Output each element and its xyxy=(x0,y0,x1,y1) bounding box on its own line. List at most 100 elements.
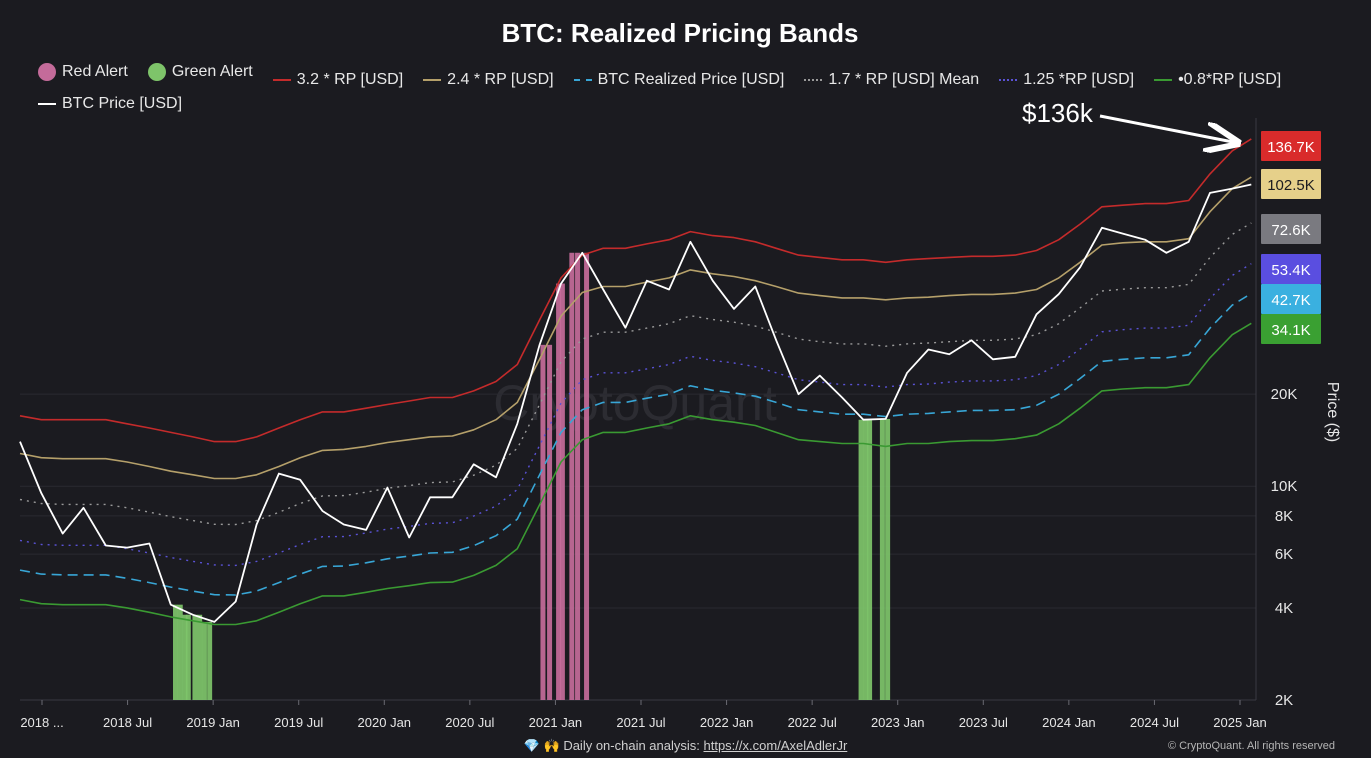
legend-label: 2.4 * RP [USD] xyxy=(447,71,554,88)
red-alert-bar xyxy=(569,252,575,700)
legend-swatch xyxy=(38,63,56,81)
legend-item[interactable]: BTC Realized Price [USD] xyxy=(573,68,785,92)
x-tick-label: 2018 Jul xyxy=(103,715,152,730)
price-badge: 34.1K xyxy=(1261,314,1321,344)
copyright: © CryptoQuant. All rights reserved xyxy=(1167,740,1335,752)
footer: 💎 🙌 Daily on-chain analysis: https://x.c… xyxy=(0,738,1371,754)
legend-swatch xyxy=(804,79,823,81)
legend-swatch xyxy=(573,79,592,81)
legend-swatch xyxy=(999,79,1018,81)
legend-item[interactable]: BTC Price [USD] xyxy=(38,92,182,116)
legend-item[interactable]: 2.4 * RP [USD] xyxy=(423,68,554,92)
x-tick-label: 2025 Jan xyxy=(1213,715,1267,730)
green-alert-bar xyxy=(197,614,203,700)
legend-item[interactable]: 3.2 * RP [USD] xyxy=(272,68,404,92)
chart-legend: Red Alert Green Alert 3.2 * RP [USD] 2.4 * … xyxy=(38,60,1338,116)
red-alert-bar xyxy=(556,283,562,700)
legend-label: BTC Realized Price [USD] xyxy=(597,71,785,88)
red-alert-bar xyxy=(547,344,553,700)
y-tick-label: 2K xyxy=(1275,692,1293,709)
price-badge-bg xyxy=(1261,284,1321,314)
series-line-1-7-rp-usd-mean xyxy=(19,222,1252,526)
price-badge-label: 53.4K xyxy=(1271,262,1310,279)
footer-prefix: 💎 🙌 Daily on-chain analysis: xyxy=(523,738,704,753)
x-tick-label: 2024 Jul xyxy=(1130,715,1179,730)
x-tick-label: 2023 Jan xyxy=(871,715,925,730)
price-badge-label: 102.5K xyxy=(1267,177,1315,194)
x-tick-label: 2021 Jul xyxy=(616,715,665,730)
legend-item[interactable]: 1.25 *RP [USD] xyxy=(999,68,1134,92)
x-tick-label: 2020 Jan xyxy=(358,715,412,730)
legend-swatch xyxy=(38,103,56,105)
red-alert-bar xyxy=(559,283,565,700)
legend-swatch xyxy=(423,79,442,81)
green-alert-bar xyxy=(201,621,207,700)
y-tick-label: 4K xyxy=(1275,600,1293,617)
green-alert-bar xyxy=(207,621,213,700)
y-axis-label: Price ($) xyxy=(1324,382,1341,442)
green-alert-bar xyxy=(867,419,873,700)
price-badge: 42.7K xyxy=(1261,284,1321,314)
price-badge: 53.4K xyxy=(1261,254,1321,284)
x-tick-label: 2024 Jan xyxy=(1042,715,1096,730)
legend-swatch xyxy=(272,79,291,81)
green-alert-bar xyxy=(879,418,885,700)
red-alert-bar xyxy=(575,252,581,700)
x-tick-label: 2021 Jan xyxy=(529,715,583,730)
legend-label: 1.25 *RP [USD] xyxy=(1023,71,1135,88)
red-alert-bar xyxy=(584,252,590,700)
green-alert-bar xyxy=(863,419,869,700)
legend-item[interactable]: 1.7 * RP [USD] Mean xyxy=(804,68,979,92)
footer-link[interactable]: https://x.com/AxelAdlerJr xyxy=(703,738,848,753)
legend-label: Red Alert xyxy=(62,63,128,80)
price-badge-label: 34.1K xyxy=(1271,322,1310,339)
green-alert-bar xyxy=(192,614,198,700)
x-tick-label: 2018 ... xyxy=(20,715,63,730)
price-badge: 136.7K xyxy=(1261,131,1321,161)
series-line--0-8-rp-usd- xyxy=(19,322,1252,626)
price-badge-bg xyxy=(1261,169,1321,199)
y-tick-label: 6K xyxy=(1275,546,1293,563)
series-line-btc-price-usd- xyxy=(19,183,1252,623)
green-alert-bar xyxy=(177,604,183,700)
green-alert-bar xyxy=(173,604,179,700)
x-tick-label: 2020 Jul xyxy=(445,715,494,730)
price-badge-bg xyxy=(1261,314,1321,344)
annotation-label: $136k xyxy=(1022,98,1093,128)
legend-item[interactable]: Red Alert xyxy=(38,60,128,84)
price-badge-label: 136.7K xyxy=(1267,139,1315,156)
price-badge: 102.5K xyxy=(1261,169,1321,199)
price-badge-bg xyxy=(1261,254,1321,284)
legend-label: Green Alert xyxy=(171,63,253,80)
series-line-btc-realized-price-usd- xyxy=(19,292,1252,596)
x-tick-label: 2022 Jan xyxy=(700,715,754,730)
legend-swatch xyxy=(1154,79,1173,81)
y-tick-label: 20K xyxy=(1271,386,1298,403)
legend-label: 1.7 * RP [USD] Mean xyxy=(828,71,980,88)
price-badge-label: 72.6K xyxy=(1271,222,1310,239)
x-tick-label: 2022 Jul xyxy=(788,715,837,730)
y-tick-label: 10K xyxy=(1271,478,1298,495)
x-tick-label: 2019 Jul xyxy=(274,715,323,730)
green-alert-bar xyxy=(885,418,891,700)
green-alert-bar xyxy=(185,614,191,700)
y-tick-label: 8K xyxy=(1275,508,1293,525)
price-badge: 72.6K xyxy=(1261,214,1321,244)
x-tick-label: 2019 Jan xyxy=(186,715,240,730)
legend-label: BTC Price [USD] xyxy=(62,95,183,112)
x-tick-label: 2023 Jul xyxy=(959,715,1008,730)
legend-swatch xyxy=(147,63,166,81)
red-alert-bar xyxy=(540,344,546,700)
series-line-3-2-rp-usd- xyxy=(19,138,1252,443)
legend-item[interactable]: Green Alert xyxy=(147,60,253,84)
price-badge-bg xyxy=(1261,214,1321,244)
legend-label: •0.8*RP [USD] xyxy=(1178,71,1282,88)
legend-item[interactable]: •0.8*RP [USD] xyxy=(1154,68,1281,92)
legend-label: 3.2 * RP [USD] xyxy=(296,71,404,88)
price-badge-bg xyxy=(1261,131,1321,161)
annotation-arrow xyxy=(1099,114,1238,143)
chart-title: BTC: Realized Pricing Bands xyxy=(501,18,859,48)
green-alert-bar xyxy=(858,419,864,700)
green-alert-bar xyxy=(182,614,188,700)
